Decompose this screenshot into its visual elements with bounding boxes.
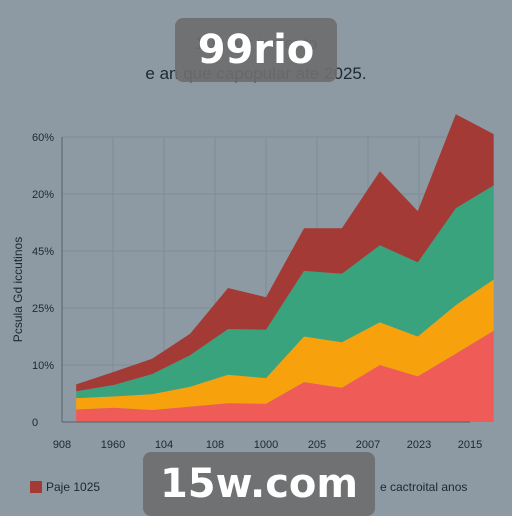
x-tick-label: 205: [308, 439, 326, 451]
area-series-3: [76, 185, 494, 399]
area-series-1: [76, 330, 494, 422]
area-series-4: [76, 114, 494, 392]
y-tick-label: 0: [32, 417, 38, 429]
x-tick-label: 1960: [101, 439, 125, 451]
x-tick-label: 104: [155, 439, 173, 451]
area-series-2: [76, 279, 494, 410]
y-tick-label: 60%: [32, 132, 54, 144]
y-tick-label: 45%: [32, 246, 54, 258]
x-tick-label: 2015: [458, 439, 482, 451]
legend-item-left: Paje 1025: [30, 480, 100, 494]
watermark-bottom: 15w.com: [143, 452, 375, 516]
x-tick-label: 1000: [254, 439, 278, 451]
x-tick-label: 2007: [356, 439, 380, 451]
x-tick-label: 908: [53, 439, 71, 451]
legend-label-right: e cactroital anos: [380, 480, 468, 494]
y-tick-label: 10%: [32, 360, 54, 372]
watermark-top: 99rio: [175, 18, 337, 82]
legend-label-left: Paje 1025: [46, 480, 101, 494]
x-tick-label: 2023: [407, 439, 431, 451]
y-tick-label: 20%: [32, 189, 54, 201]
legend-swatch: [30, 481, 42, 493]
legend-item-right: e cactroital anos: [380, 480, 467, 494]
y-axis-label: Pcsula Gd iccutinos: [11, 237, 25, 342]
y-tick-label: 25%: [32, 303, 54, 315]
x-tick-label: 108: [206, 439, 224, 451]
